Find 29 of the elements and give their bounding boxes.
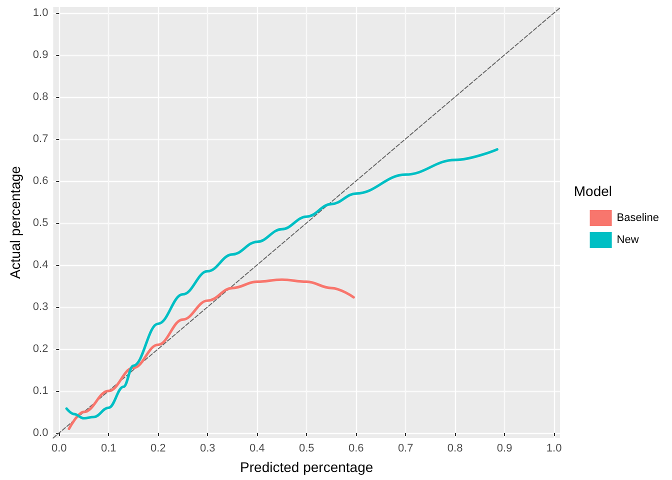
x-tick-label: 0.2 (150, 442, 166, 454)
y-tick-label: 0.4 (32, 258, 48, 271)
legend-label: New (616, 234, 639, 246)
y-tick-label: 0.7 (32, 132, 48, 145)
y-tick-label: 0.2 (32, 342, 48, 355)
y-tick-label: 0.0 (32, 426, 48, 439)
x-tick-label: 0.4 (249, 442, 265, 454)
y-tick-label: 0.1 (32, 384, 48, 397)
legend-title: Model (574, 183, 612, 199)
x-tick-label: 0.9 (496, 442, 512, 454)
x-axis-title: Predicted percentage (240, 459, 374, 475)
x-tick-label: 0.7 (398, 442, 414, 454)
legend-label: Baseline (616, 212, 660, 224)
x-tick-label: 0.8 (447, 442, 463, 454)
x-tick-label: 1.0 (546, 442, 562, 454)
y-tick-label: 0.8 (32, 90, 48, 103)
x-tick-label: 0.3 (200, 442, 216, 454)
x-tick-label: 0.0 (51, 442, 67, 454)
y-tick-label: 0.9 (32, 48, 48, 61)
y-tick-label: 1.0 (32, 6, 48, 19)
x-tick-label: 0.1 (100, 442, 116, 454)
x-tick-label: 0.5 (298, 442, 314, 454)
y-tick-label: 0.5 (32, 216, 48, 229)
y-tick-label: 0.3 (32, 300, 48, 313)
y-tick-label: 0.6 (32, 174, 48, 187)
x-tick-label: 0.6 (348, 442, 364, 454)
y-axis-title: Actual percentage (7, 166, 23, 279)
line-series (68, 278, 355, 430)
line-series (65, 148, 498, 420)
